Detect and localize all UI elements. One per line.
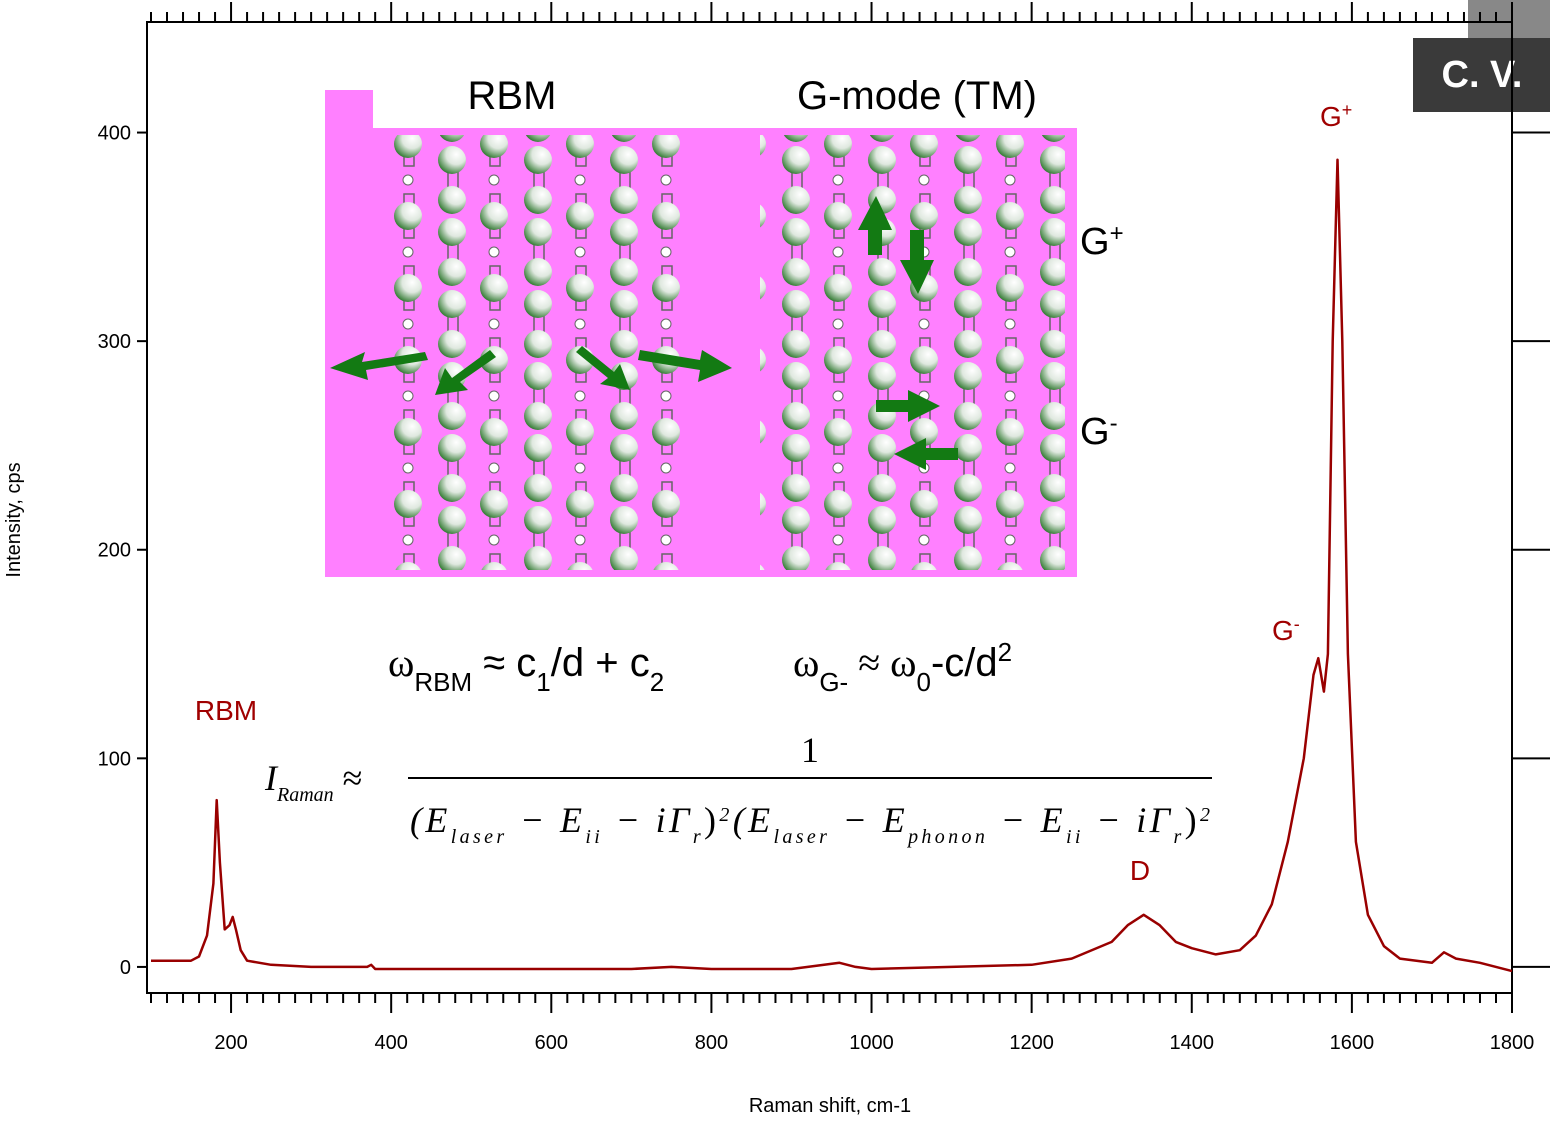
formula-part: RBM xyxy=(414,667,472,697)
inset-label: G-mode (TM) xyxy=(797,74,1037,118)
formula-part: − E xyxy=(830,800,904,840)
x-tick-label: 1800 xyxy=(1490,1032,1535,1054)
formula-part: /d + c xyxy=(551,641,650,685)
x-tick-label: 1200 xyxy=(1009,1032,1054,1054)
formula-part: r xyxy=(693,826,701,848)
formula-part: 2 xyxy=(719,804,729,826)
label-part: + xyxy=(1342,100,1353,120)
formula-part: (E xyxy=(410,800,447,840)
y-tick-label: 100 xyxy=(98,748,131,770)
plot-frame xyxy=(146,21,1513,994)
formula-part: 1 xyxy=(536,667,550,697)
badge xyxy=(1413,38,1550,112)
peak-label: D xyxy=(1130,855,1150,886)
formula-part: Raman xyxy=(276,784,334,806)
peak-label: RBM xyxy=(195,695,257,726)
label-part: - xyxy=(1294,614,1300,634)
formula: 1 xyxy=(801,730,819,770)
formula-part: (E xyxy=(733,800,770,840)
formula-part: − E xyxy=(988,800,1062,840)
formula-part: ω xyxy=(793,640,819,685)
formula-part: 2 xyxy=(998,637,1012,667)
label-part: G xyxy=(1080,221,1110,263)
formula-part: ) xyxy=(704,800,716,840)
formula-part: ≈ xyxy=(334,758,363,798)
formula-part: 0 xyxy=(917,667,931,697)
x-tick-label: 800 xyxy=(695,1032,728,1054)
peak-label: G- xyxy=(1272,614,1300,646)
formula-part: ) xyxy=(1185,800,1197,840)
x-axis-label: Raman shift, cm-1 xyxy=(749,1095,911,1117)
x-tick-label: 1400 xyxy=(1170,1032,1215,1054)
y-tick-label: 400 xyxy=(98,123,131,145)
badge-text: C. V. xyxy=(1442,54,1523,96)
formula-part: phonon xyxy=(906,826,985,848)
inset-label: G+ xyxy=(1080,220,1124,264)
formula-part: − E xyxy=(508,800,582,840)
label-part: G xyxy=(1320,101,1342,132)
photo xyxy=(1468,0,1550,38)
formula: IRaman ≈ xyxy=(264,758,362,806)
x-tick-label: 1000 xyxy=(849,1032,894,1054)
y-axis-label: Intensity, cps xyxy=(3,462,25,577)
y-tick-label: 0 xyxy=(120,957,131,979)
inset-figure: RBM G-mode (TM) G+ G- xyxy=(325,74,1124,577)
formula-part: r xyxy=(1173,826,1181,848)
label-part: G xyxy=(1272,615,1294,646)
formula-part: G- xyxy=(819,667,848,697)
formula-part: laser xyxy=(773,826,827,848)
formula-part: 2 xyxy=(650,667,664,697)
formula: ωRBM ≈ c1/d + c2 xyxy=(388,640,664,697)
label-part: G xyxy=(1080,411,1110,453)
y-tick-label: 200 xyxy=(98,540,131,562)
formula-part: ≈ c xyxy=(472,641,536,685)
inset-label: RBM xyxy=(468,74,557,118)
spectrum-line xyxy=(151,158,1513,973)
x-tick-label: 400 xyxy=(374,1032,407,1054)
formula-part: laser xyxy=(451,826,505,848)
formula-part: ≈ ω xyxy=(848,640,916,685)
peak-label: G+ xyxy=(1320,100,1352,132)
y-tick-label: 300 xyxy=(98,331,131,353)
formula-part: I xyxy=(264,758,279,798)
formula-part: 2 xyxy=(1200,804,1210,826)
x-tick-label: 1600 xyxy=(1330,1032,1375,1054)
formula-part: -c/d xyxy=(931,641,998,685)
formula-part: − iΓ xyxy=(1084,800,1172,840)
x-tick-label: 200 xyxy=(214,1032,247,1054)
label-part: + xyxy=(1110,220,1124,247)
label-part: - xyxy=(1110,410,1118,437)
formula: ωG- ≈ ω0-c/d2 xyxy=(793,637,1012,697)
formula-part: − iΓ xyxy=(603,800,691,840)
formula-part: ii xyxy=(1066,826,1080,848)
inset-label: G- xyxy=(1080,410,1118,454)
formula-part: ii xyxy=(585,826,599,848)
formula-part: ω xyxy=(388,640,414,685)
x-tick-label: 600 xyxy=(535,1032,568,1054)
